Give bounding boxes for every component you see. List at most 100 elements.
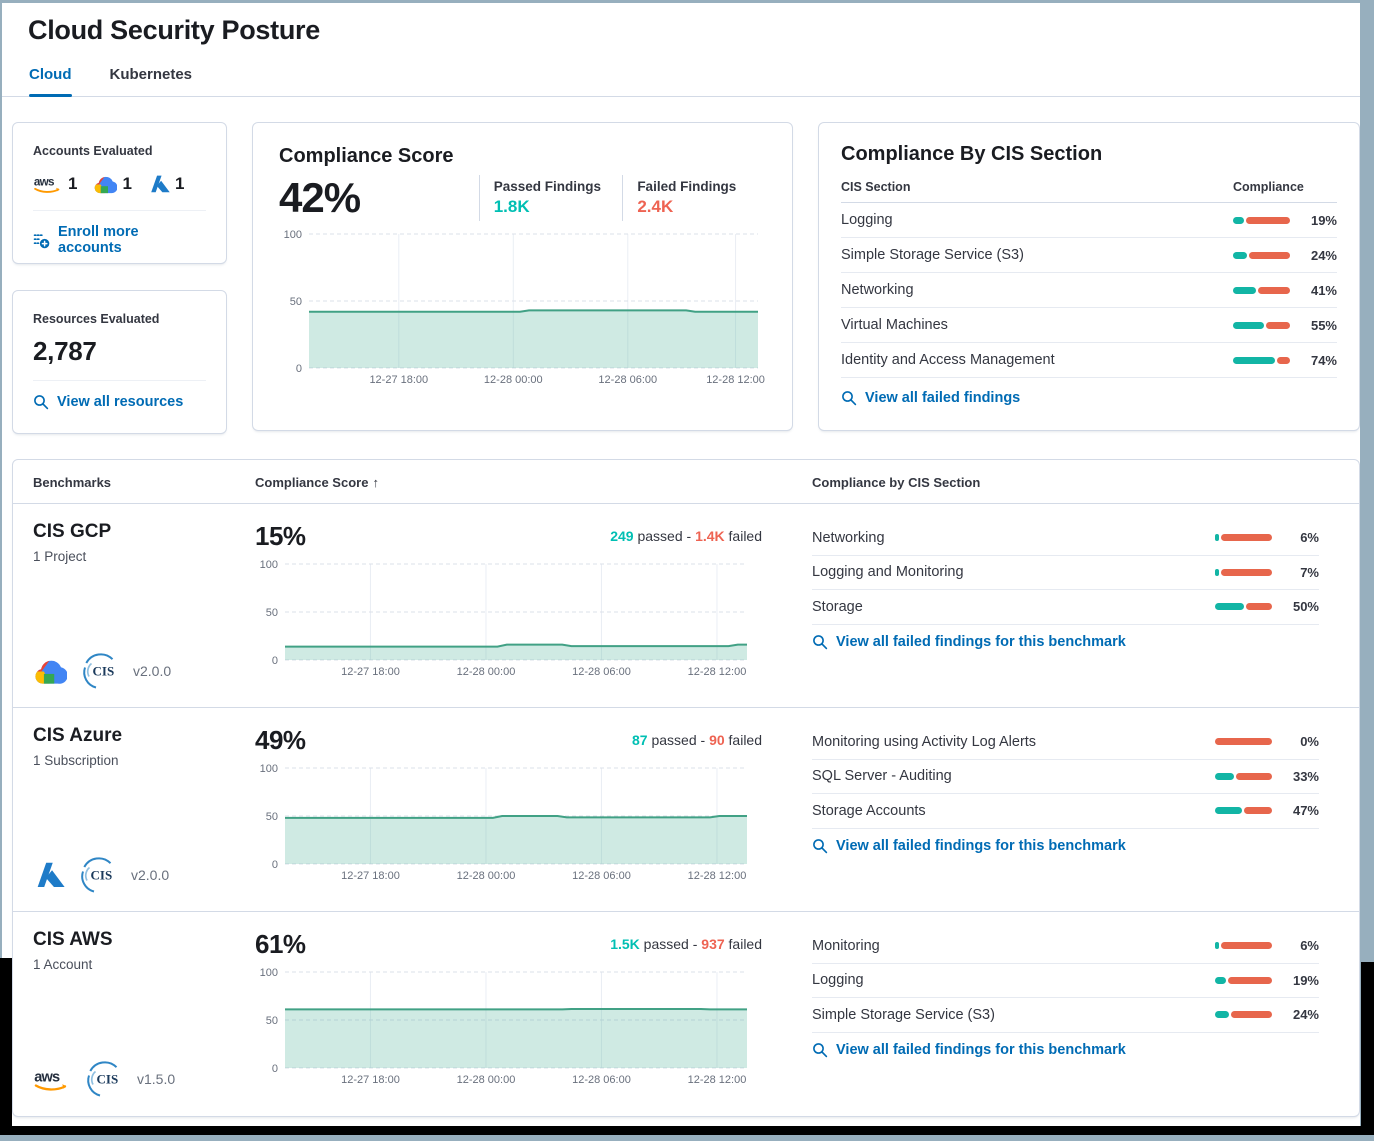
benchmark-sections-cell: Monitoring 6% Logging 19% Simple Storage… bbox=[812, 929, 1339, 1116]
svg-text:12-27 18:00: 12-27 18:00 bbox=[369, 374, 428, 386]
tab-cloud[interactable]: Cloud bbox=[29, 66, 72, 97]
svg-text:CIS: CIS bbox=[97, 1072, 119, 1087]
svg-text:0: 0 bbox=[296, 363, 302, 375]
compliance-percent: 19% bbox=[1292, 972, 1319, 988]
passed-failed-summary: 87 passed - 90 failed bbox=[632, 732, 762, 748]
benchmark-meta: CIS Azure 1 Subscription CIS v2.0.0 bbox=[33, 725, 255, 895]
view-all-failed-findings-link[interactable]: View all failed findings bbox=[841, 390, 1337, 406]
svg-text:12-28 00:00: 12-28 00:00 bbox=[457, 870, 516, 882]
benchmark-section-row[interactable]: Logging 19% bbox=[812, 964, 1319, 998]
passed-findings-stat: Passed Findings 1.8K bbox=[480, 179, 623, 217]
aws-account-count: aws 1 bbox=[33, 174, 78, 194]
svg-text:12-28 12:00: 12-28 12:00 bbox=[706, 374, 765, 386]
tab-kubernetes[interactable]: Kubernetes bbox=[109, 66, 193, 83]
app-page: Cloud Security Posture Cloud Kubernetes … bbox=[2, 3, 1360, 1129]
benchmark-name: CIS GCP bbox=[33, 521, 112, 542]
azure-icon bbox=[33, 859, 65, 891]
compliance-percent: 24% bbox=[1310, 247, 1337, 263]
magnifier-icon bbox=[33, 394, 49, 410]
compliance-score-column-header[interactable]: Compliance Score ↑ bbox=[255, 475, 379, 490]
overall-score-value: 42% bbox=[279, 174, 361, 221]
section-name: Monitoring bbox=[812, 937, 880, 954]
cis-section-column-header: CIS Section bbox=[841, 180, 911, 194]
gcp-account-count: 1 bbox=[93, 174, 132, 194]
view-all-resources-link[interactable]: View all resources bbox=[33, 394, 206, 410]
benchmark-row-cis-azure: CIS Azure 1 Subscription CIS v2.0.0 49% … bbox=[13, 708, 1359, 912]
cis-section-row[interactable]: Logging 19% bbox=[841, 203, 1337, 238]
enroll-link-label: Enroll more accounts bbox=[58, 224, 139, 256]
view-failed-findings-label: View all failed findings bbox=[865, 390, 1021, 406]
compliance-percent: 50% bbox=[1292, 599, 1319, 615]
svg-text:0: 0 bbox=[272, 859, 278, 871]
section-name: Networking bbox=[841, 282, 914, 298]
offscreen-black-area bbox=[0, 958, 12, 1134]
passed-findings-value: 1.8K bbox=[493, 197, 530, 216]
magnifier-icon bbox=[841, 390, 857, 406]
cis-benchmark-icon: CIS bbox=[78, 855, 118, 895]
view-failed-findings-benchmark-link[interactable]: View all failed findings for this benchm… bbox=[812, 838, 1319, 854]
cis-aws-trend-chart: 12-27 18:00 12-28 00:00 12-28 06:00 12-28 1… bbox=[260, 967, 747, 1086]
cis-gcp-trend-chart: 12-27 18:00 12-28 00:00 12-28 06:00 12-28 1… bbox=[260, 559, 747, 678]
svg-text:12-28 12:00: 12-28 12:00 bbox=[688, 870, 747, 882]
benchmark-section-row[interactable]: Monitoring 6% bbox=[812, 929, 1319, 964]
cis-section-row[interactable]: Simple Storage Service (S3) 24% bbox=[841, 238, 1337, 273]
card-divider bbox=[33, 380, 206, 381]
benchmark-score-cell: 61% 1.5K passed - 937 failed 12-27 18:00… bbox=[255, 929, 762, 1116]
benchmark-section-row[interactable]: Storage Accounts 47% bbox=[812, 794, 1319, 829]
failed-findings-stat: Failed Findings 2.4K bbox=[623, 179, 766, 217]
compliance-bar bbox=[1233, 216, 1290, 224]
benchmark-section-row[interactable]: SQL Server - Auditing 33% bbox=[812, 760, 1319, 794]
compliance-percent: 6% bbox=[1300, 530, 1319, 546]
compliance-score-card: Compliance Score 42% Passed Findings 1.8… bbox=[252, 122, 793, 431]
compliance-bar bbox=[1233, 356, 1290, 364]
stat-divider bbox=[622, 175, 624, 221]
azure-account-count: 1 bbox=[148, 173, 184, 195]
svg-text:12-28 06:00: 12-28 06:00 bbox=[572, 666, 631, 678]
cis-section-row[interactable]: Virtual Machines 55% bbox=[841, 308, 1337, 343]
benchmark-name: CIS AWS bbox=[33, 929, 113, 950]
magnifier-icon bbox=[812, 634, 828, 650]
cis-azure-trend-chart: 12-27 18:00 12-28 00:00 12-28 06:00 12-28 1… bbox=[260, 763, 747, 882]
compliance-bar bbox=[1215, 568, 1272, 576]
magnifier-icon bbox=[812, 838, 828, 854]
benchmark-name: CIS Azure bbox=[33, 725, 123, 746]
view-failed-findings-benchmark-link[interactable]: View all failed findings for this benchm… bbox=[812, 634, 1319, 650]
benchmark-sections-cell: Networking 6% Logging and Monitoring 7% … bbox=[812, 521, 1339, 707]
section-name: Logging bbox=[812, 972, 864, 989]
svg-text:12-27 18:00: 12-27 18:00 bbox=[341, 870, 400, 882]
summary-cards-row: Accounts Evaluated aws 1 1 1 bbox=[12, 122, 1360, 434]
compliance-by-cis-section-card: Compliance By CIS Section CIS Section Co… bbox=[818, 122, 1360, 431]
benchmark-section-row[interactable]: Monitoring using Activity Log Alerts 0% bbox=[812, 725, 1319, 760]
view-failed-findings-label: View all failed findings for this benchm… bbox=[836, 837, 1126, 854]
svg-text:12-28 12:00: 12-28 12:00 bbox=[688, 666, 747, 678]
section-name: SQL Server - Auditing bbox=[812, 768, 952, 785]
cis-section-row[interactable]: Networking 41% bbox=[841, 273, 1337, 308]
svg-text:50: 50 bbox=[266, 607, 278, 619]
benchmark-section-row[interactable]: Logging and Monitoring 7% bbox=[812, 556, 1319, 590]
enroll-more-accounts-link[interactable]: Enroll more accounts bbox=[33, 224, 206, 256]
cis-section-row[interactable]: Identity and Access Management 74% bbox=[841, 343, 1337, 378]
compliance-percent: 55% bbox=[1310, 317, 1337, 333]
benchmark-section-row[interactable]: Simple Storage Service (S3) 24% bbox=[812, 998, 1319, 1033]
compliance-percent: 19% bbox=[1310, 212, 1337, 228]
benchmark-meta: CIS GCP 1 Project CIS v2.0.0 bbox=[33, 521, 255, 691]
gcp-count: 1 bbox=[122, 174, 132, 193]
compliance-bar bbox=[1233, 286, 1290, 294]
view-failed-findings-label: View all failed findings for this benchm… bbox=[836, 1041, 1126, 1058]
compliance-percent: 47% bbox=[1292, 803, 1319, 819]
svg-text:12-28 06:00: 12-28 06:00 bbox=[598, 374, 657, 386]
passed-findings-label: Passed Findings bbox=[493, 179, 601, 194]
compliance-bar bbox=[1215, 976, 1272, 984]
compliance-percent: 6% bbox=[1300, 938, 1319, 954]
svg-text:50: 50 bbox=[290, 296, 302, 308]
svg-text:aws: aws bbox=[34, 176, 54, 189]
benchmark-section-row[interactable]: Storage 50% bbox=[812, 590, 1319, 625]
benchmark-section-row[interactable]: Networking 6% bbox=[812, 521, 1319, 556]
svg-text:12-27 18:00: 12-27 18:00 bbox=[341, 666, 400, 678]
view-failed-findings-benchmark-link[interactable]: View all failed findings for this benchm… bbox=[812, 1042, 1319, 1058]
benchmark-score-cell: 49% 87 passed - 90 failed 12-27 18:00 12-… bbox=[255, 725, 762, 911]
section-name: Storage bbox=[812, 598, 863, 615]
gcp-icon bbox=[33, 658, 67, 685]
cis-benchmark-icon: CIS bbox=[80, 651, 120, 691]
benchmark-version: v2.0.0 bbox=[133, 663, 172, 679]
